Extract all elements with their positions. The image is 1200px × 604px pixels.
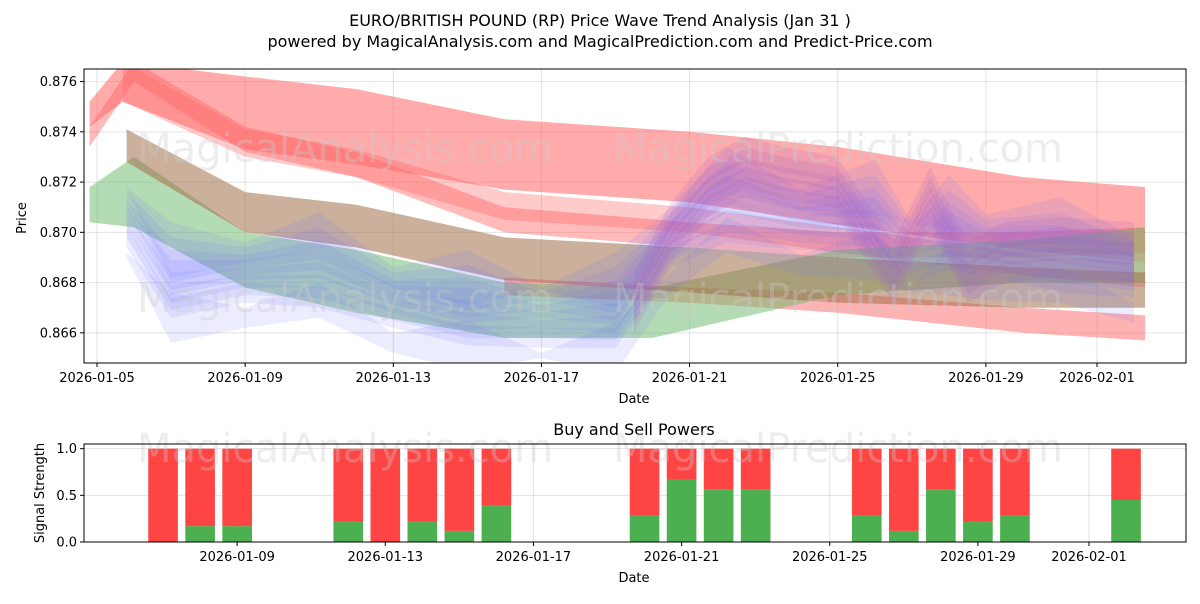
chart-subtitle: powered by MagicalAnalysis.com and Magic… — [267, 32, 932, 51]
blue-wave-band — [126, 222, 1135, 348]
price-xtick-label: 2026-01-13 — [356, 371, 432, 386]
sell-bar — [629, 448, 660, 516]
watermark-prediction-bottom: MagicalPrediction.com — [613, 426, 1063, 472]
sell-bar — [407, 448, 438, 522]
price-bands — [89, 69, 1146, 363]
price-ytick-label: 0.868 — [40, 276, 77, 291]
sell-bar — [481, 448, 512, 506]
price-xtick-label: 2026-01-25 — [800, 371, 876, 386]
signal-xtick-label: 2026-01-25 — [792, 550, 868, 565]
price-xtick-label: 2026-01-05 — [59, 371, 135, 386]
buy-bar — [703, 489, 734, 542]
signal-axes: 2026-01-09 2026-01-13 2026-01-17 2026-01-21… — [56, 442, 1126, 565]
sell-bar — [1000, 448, 1030, 516]
watermark-prediction-mid: MagicalPrediction.com — [613, 276, 1063, 322]
sell-bar — [1111, 448, 1141, 500]
sell-bar — [926, 448, 956, 490]
signal-title: Buy and Sell Powers — [553, 420, 715, 439]
buy-bar — [481, 505, 512, 542]
signal-xtick-label: 2026-01-13 — [348, 550, 424, 565]
buy-bar — [740, 489, 771, 542]
watermark-analysis-bottom: MagicalAnalysis.com — [137, 426, 553, 472]
sell-bar — [851, 448, 882, 516]
price-xtick-label: 2026-01-29 — [948, 371, 1024, 386]
buy-bar — [407, 521, 438, 542]
buy-bar — [185, 526, 215, 542]
price-xtick-label: 2026-02-01 — [1059, 371, 1135, 386]
blue-wave-band — [126, 209, 1135, 341]
price-xlabel: Date — [618, 392, 649, 407]
green-band — [89, 156, 1146, 338]
price-xtick-label: 2026-01-17 — [504, 371, 580, 386]
buy-bar — [926, 489, 956, 542]
sell-bar — [222, 448, 252, 527]
signal-ytick-label: 0.5 — [56, 489, 77, 504]
signal-xtick-label: 2026-02-01 — [1051, 550, 1127, 565]
signal-xtick-label: 2026-01-17 — [496, 550, 572, 565]
signal-xtick-label: 2026-01-29 — [940, 550, 1016, 565]
signal-panel: Buy and Sell Powers MagicalAnalysis.com … — [33, 420, 1187, 586]
sell-bar — [185, 448, 215, 527]
sell-bar — [148, 448, 178, 542]
blue-wave-band — [126, 184, 1135, 326]
sell-bar — [444, 448, 475, 531]
price-ytick-label: 0.876 — [40, 75, 77, 90]
price-panel: MagicalAnalysis.com MagicalPrediction.co… — [15, 68, 1187, 407]
sell-bar — [740, 448, 771, 490]
brown-band — [126, 129, 1146, 308]
signal-ylabel: Signal Strength — [33, 443, 48, 543]
blue-wave-band — [126, 146, 1135, 308]
price-ytick-label: 0.866 — [40, 326, 77, 341]
watermark-analysis-top: MagicalAnalysis.com — [137, 126, 553, 172]
sell-bar — [889, 448, 919, 531]
buy-bar — [666, 479, 697, 542]
red-upper-band — [89, 69, 1146, 263]
signal-ytick-label: 1.0 — [56, 442, 77, 457]
buy-bar — [1111, 500, 1141, 542]
sell-bar — [666, 448, 697, 480]
buy-bar — [222, 526, 252, 542]
buy-bar — [1000, 515, 1030, 542]
signal-ytick-label: 0.0 — [56, 536, 77, 551]
buy-bar — [889, 530, 919, 542]
price-ytick-label: 0.874 — [40, 125, 77, 140]
buy-bar — [851, 515, 882, 542]
signal-xlabel: Date — [618, 571, 649, 586]
buy-bar — [444, 530, 475, 542]
blue-wave-band — [126, 197, 1135, 333]
price-ylabel: Price — [15, 202, 30, 234]
buy-bar — [629, 515, 660, 542]
price-ytick-label: 0.870 — [40, 226, 77, 241]
watermark-analysis-mid: MagicalAnalysis.com — [137, 276, 553, 322]
price-xtick-label: 2026-01-21 — [652, 371, 728, 386]
chart-title: EURO/BRITISH POUND (RP) Price Wave Trend… — [349, 11, 851, 30]
blue-wave-band — [126, 217, 1134, 363]
signal-bars — [148, 448, 1141, 542]
sell-bar — [703, 448, 734, 490]
price-plot-frame — [83, 68, 1187, 364]
price-xtick-label: 2026-01-09 — [207, 371, 283, 386]
watermark-prediction-top: MagicalPrediction.com — [613, 126, 1063, 172]
signal-xtick-label: 2026-01-09 — [199, 550, 275, 565]
price-axes: 2026-01-05 2026-01-09 2026-01-13 2026-01-17… — [40, 75, 1135, 386]
sell-bar — [333, 448, 364, 522]
buy-bar — [333, 521, 364, 542]
blue-wave-band — [126, 162, 1135, 313]
buy-bar — [963, 521, 993, 542]
signal-xtick-label: 2026-01-21 — [644, 550, 720, 565]
price-ytick-label: 0.872 — [40, 176, 77, 191]
sell-bar — [963, 448, 993, 522]
sell-bar — [370, 448, 401, 542]
signal-plot-frame — [83, 443, 1187, 543]
blue-wave-band — [126, 174, 1135, 321]
